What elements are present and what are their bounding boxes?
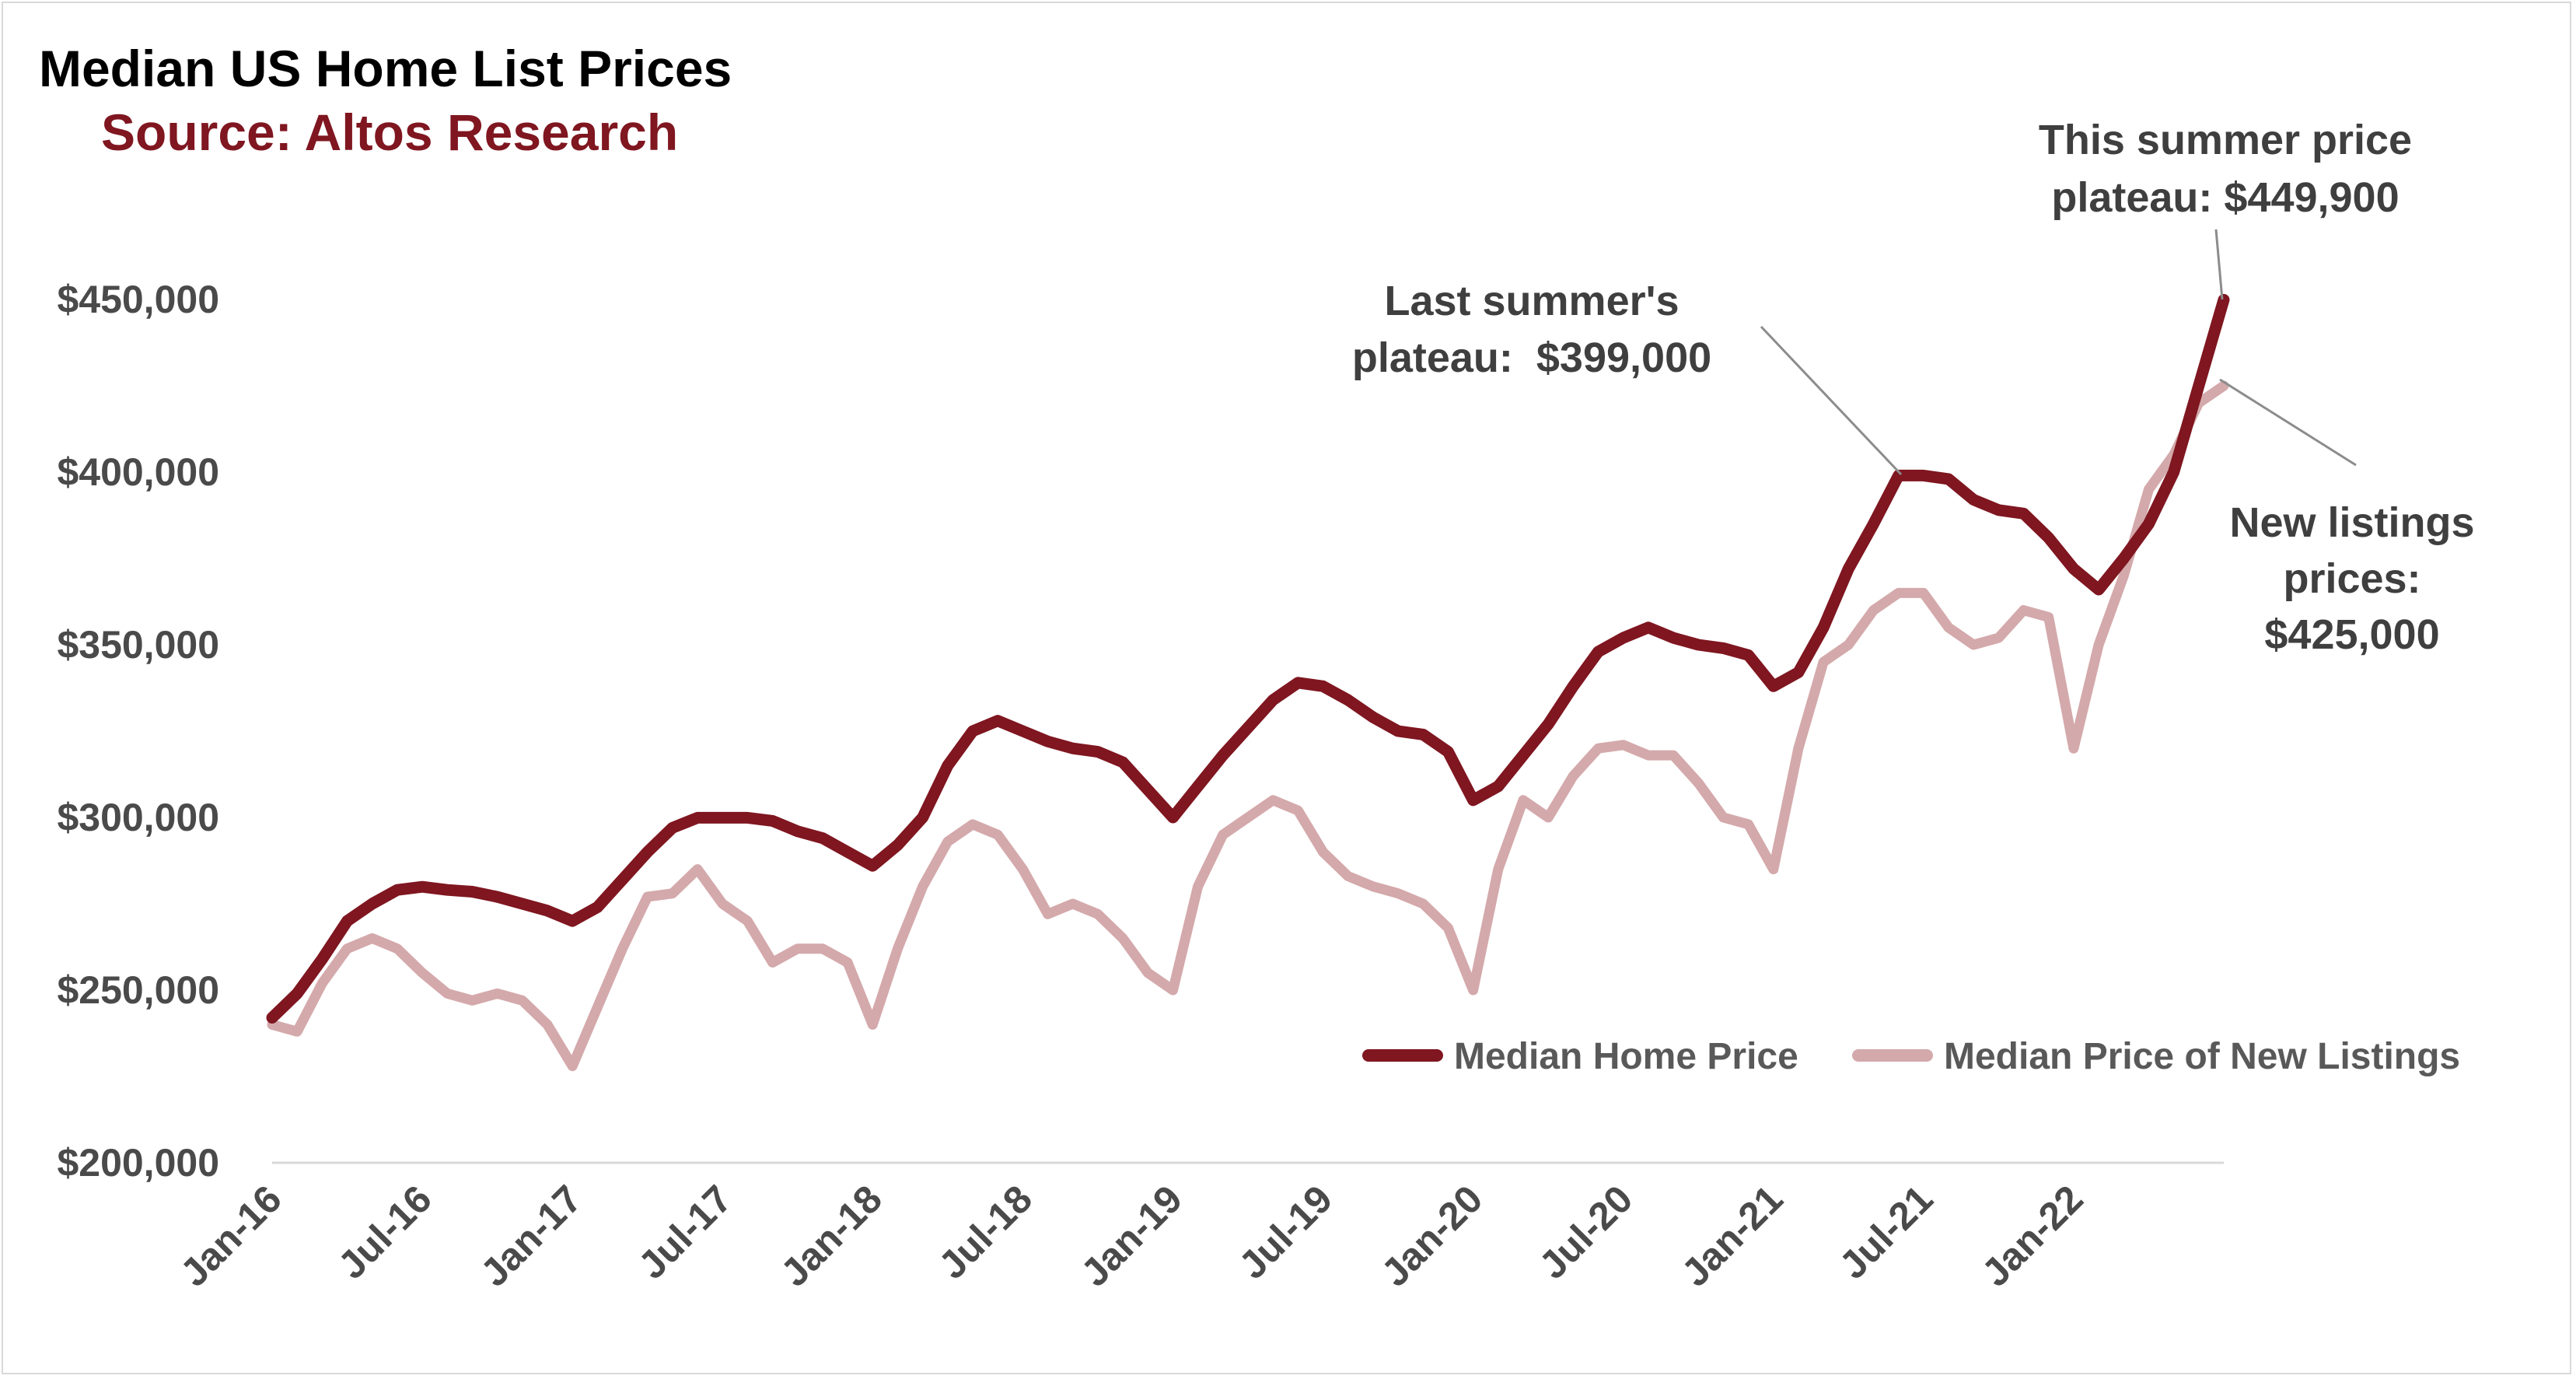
x-tick-label: Jul-18	[930, 1177, 1040, 1287]
x-tick-label: Jan-21	[1673, 1177, 1791, 1295]
x-tick-label: Jan-18	[772, 1177, 890, 1295]
leader-line-this-summer	[2214, 229, 2224, 300]
leader-line-last-summer	[1760, 325, 1903, 476]
x-tick-label: Jul-21	[1831, 1177, 1942, 1287]
y-axis: $200,000 $250,000 $300,000 $350,000 $400,000…	[57, 278, 219, 1185]
y-tick-label: $350,000	[57, 623, 219, 667]
x-tick-label: Jul-19	[1231, 1177, 1341, 1287]
x-tick-label: Jan-16	[172, 1177, 290, 1295]
y-tick-label: $300,000	[57, 796, 219, 839]
y-tick-label: $400,000	[57, 450, 219, 494]
x-tick-label: Jan-22	[1973, 1177, 2092, 1295]
x-tick-label: Jan-17	[472, 1177, 590, 1295]
annotation-this-summer-line1: This summer price	[2039, 117, 2412, 163]
series-lines	[266, 293, 2230, 1072]
leader-line-new-listings	[2219, 378, 2357, 467]
x-tick-label: Jul-16	[330, 1177, 440, 1287]
x-tick-label: Jul-17	[630, 1177, 740, 1287]
annotation-new-listings-line3: $425,000	[2264, 611, 2439, 658]
y-tick-label: $200,000	[57, 1141, 219, 1185]
annotation-last-summer-line1: Last summer's	[1384, 278, 1679, 324]
x-tick-label: Jan-20	[1373, 1177, 1491, 1295]
annotations: This summer price plateau: $449,900 Last…	[1352, 117, 2475, 658]
annotation-new-listings-line2: prices:	[2283, 555, 2420, 602]
x-tick-label: Jul-20	[1531, 1177, 1641, 1287]
annotation-new-listings-line1: New listings	[2229, 499, 2474, 546]
y-tick-label: $450,000	[57, 278, 219, 321]
chart-subtitle: Source: Altos Research	[101, 103, 679, 161]
legend-label-median-home-price: Median Home Price	[1454, 1036, 1798, 1077]
legend-label-new-listings: Median Price of New Listings	[1944, 1036, 2460, 1077]
series-line-new-listings	[267, 380, 2229, 1072]
x-axis: Jan-16 Jul-16 Jan-17 Jul-17 Jan-18 Jul-18 Jan-…	[172, 1161, 2224, 1295]
legend: Median Home Price Median Price of New Li…	[1362, 1036, 2460, 1077]
y-tick-label: $250,000	[57, 968, 219, 1012]
annotation-last-summer-line2: plateau: $399,000	[1352, 334, 1711, 381]
chart-title: Median US Home List Prices	[39, 40, 732, 97]
series-line-median-home-price	[266, 293, 2230, 1024]
annotation-this-summer-line2: plateau: $449,900	[2051, 174, 2399, 221]
x-tick-label: Jan-19	[1073, 1177, 1191, 1295]
